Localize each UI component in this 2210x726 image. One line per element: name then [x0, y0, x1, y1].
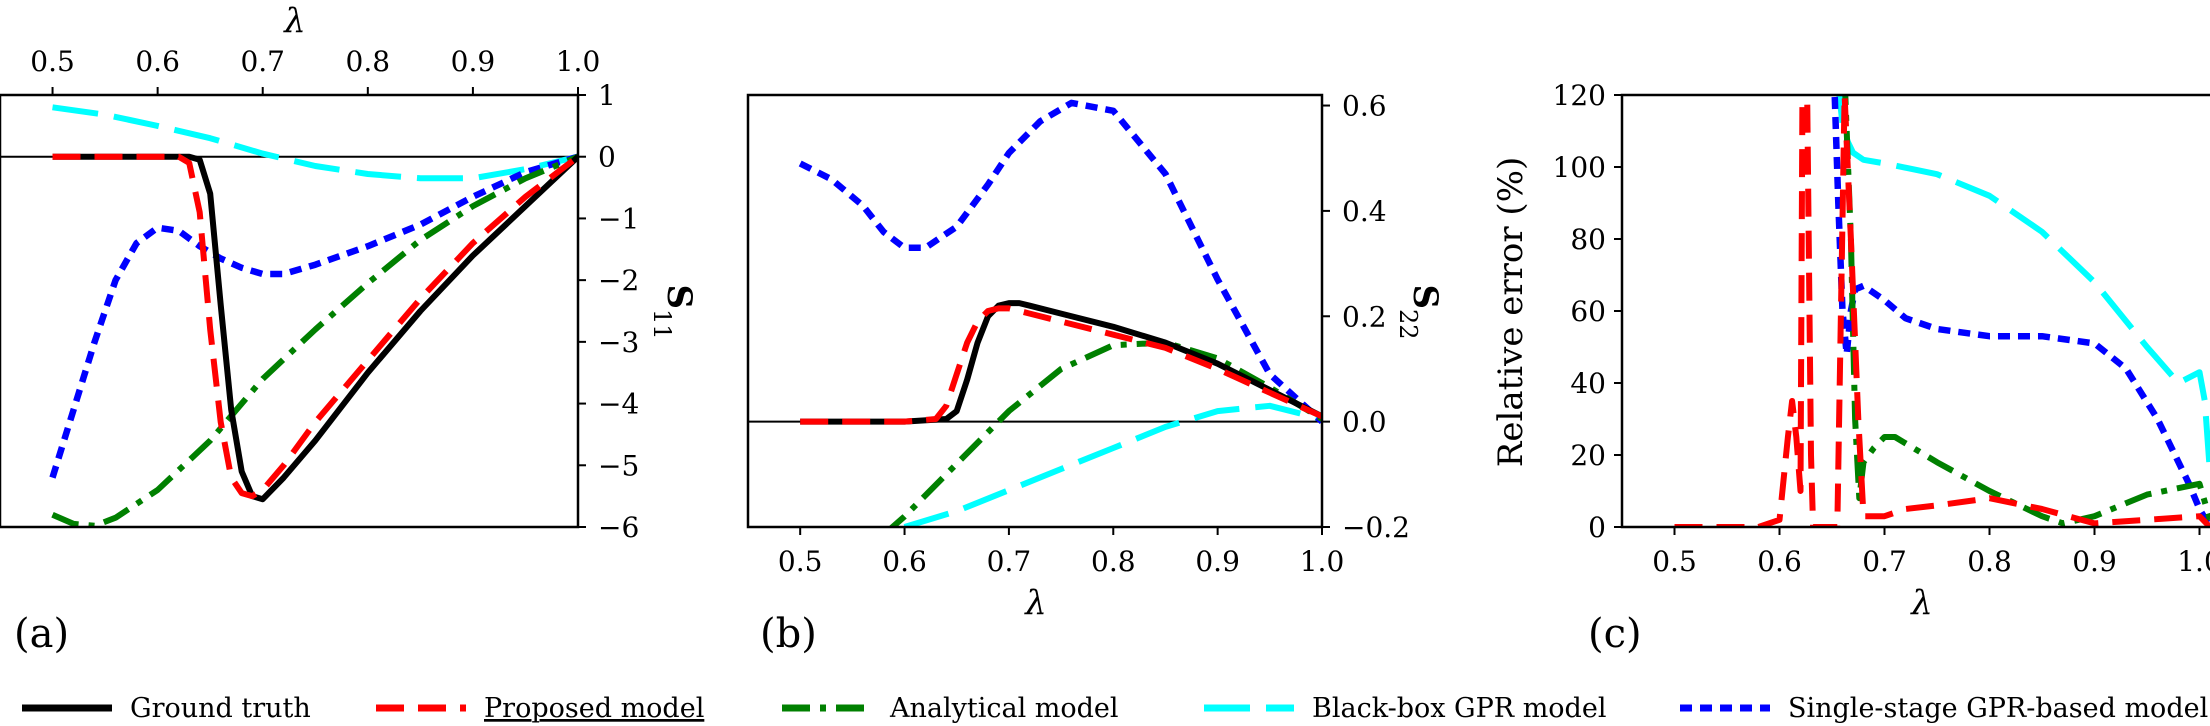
- x-axis-label-b: λ: [1023, 583, 1047, 623]
- y-tick-label: −0.2: [1342, 511, 1410, 544]
- y-axis-label-a: S11: [648, 284, 699, 339]
- x-ticks-c: 0.5 0.6 0.7 0.8 0.9 1.0: [1652, 527, 2210, 578]
- x-tick-label: 0.6: [135, 45, 180, 78]
- y-ticks-a: 1 0 −1 −2 −3 −4 −5 −6: [578, 79, 639, 544]
- series-singlestage-b: [798, 99, 1322, 425]
- series-blackbox-b: [903, 402, 1322, 527]
- y-axis-label-b: S22: [1394, 284, 1445, 339]
- y-tick-label: 20: [1570, 439, 1606, 472]
- y-ticks-c: 120 100 80 60 40 20 0: [1553, 79, 1622, 544]
- y-tick-label: 120: [1553, 79, 1606, 112]
- x-ticks-b: 0.5 0.6 0.7 0.8 0.9 1.0: [778, 527, 1344, 578]
- x-tick-label: 1.0: [2177, 545, 2210, 578]
- series-proposed-c: [1674, 95, 2210, 527]
- x-tick-label: 0.6: [882, 545, 927, 578]
- x-tick-label: 0.9: [2072, 545, 2117, 578]
- panel-label-b: (b): [760, 611, 817, 657]
- y-tick-label: −5: [598, 449, 639, 482]
- plot-area-a: [0, 104, 578, 527]
- series-singlestage-a: [49, 153, 578, 479]
- y-tick-label: 1: [598, 79, 616, 112]
- y-tick-label: −2: [598, 264, 639, 297]
- panel-b: 0.5 0.6 0.7 0.8 0.9 1.0 0.6 0.4 0.2 0.0 −0.2 λ S2…: [746, 90, 1445, 657]
- legend-label-proposed: Proposed model: [484, 693, 704, 724]
- x-ticks-a: 0.5 0.6 0.7 0.8 0.9 1.0: [30, 45, 600, 95]
- x-tick-label: 1.0: [556, 45, 601, 78]
- x-tick-label: 0.5: [778, 545, 823, 578]
- series-analytical-b: [888, 339, 1322, 527]
- x-tick-label: 0.5: [1652, 545, 1697, 578]
- y-tick-label: −3: [598, 326, 639, 359]
- x-tick-label: 0.7: [240, 45, 285, 78]
- axes-frame-a: [0, 93, 580, 529]
- y-tick-label: −6: [598, 511, 639, 544]
- y-tick-label: 0.2: [1342, 300, 1387, 333]
- x-tick-label: 0.6: [1757, 545, 1802, 578]
- panel-label-c: (c): [1588, 611, 1642, 657]
- x-tick-label: 0.8: [1967, 545, 2012, 578]
- x-tick-label: 1.0: [1300, 545, 1345, 578]
- y-tick-label: 0.0: [1342, 406, 1387, 439]
- legend-label-blackbox: Black-box GPR model: [1312, 693, 1606, 724]
- series-ground-truth-b: [800, 300, 1322, 425]
- plot-area-c: [1674, 95, 2210, 527]
- x-axis-label-c: λ: [1909, 583, 1933, 623]
- x-axis-label-a: λ: [282, 1, 306, 41]
- y-tick-label: 40: [1570, 367, 1606, 400]
- y-tick-label: 0.6: [1342, 90, 1387, 123]
- x-tick-label: 0.8: [1091, 545, 1136, 578]
- y-tick-label: −4: [598, 388, 639, 421]
- x-tick-label: 0.7: [987, 545, 1032, 578]
- y-tick-label: −1: [598, 202, 639, 235]
- legend-label-singlestage: Single-stage GPR-based model: [1788, 693, 2208, 724]
- series-analytical-a: [51, 153, 578, 527]
- series-analytical-c: [1842, 95, 2210, 527]
- y-tick-label: 80: [1570, 223, 1606, 256]
- x-tick-label: 0.5: [30, 45, 75, 78]
- x-tick-label: 0.9: [1195, 545, 1240, 578]
- legend: Ground truth Proposed model Analytical mod…: [22, 693, 2208, 724]
- legend-label-ground-truth: Ground truth: [130, 693, 311, 724]
- series-blackbox-a: [52, 104, 578, 182]
- series-proposed-b: [800, 305, 1322, 425]
- axes-frame-b: [746, 93, 1324, 529]
- y-tick-label: 0.4: [1342, 195, 1387, 228]
- x-tick-label: 0.8: [346, 45, 391, 78]
- x-tick-label: 0.7: [1862, 545, 1907, 578]
- plot-area-b: [748, 99, 1322, 527]
- y-tick-label: 100: [1553, 151, 1606, 184]
- y-tick-label: 0: [598, 141, 616, 174]
- series-singlestage-c: [1831, 95, 2210, 527]
- panel-a: 0.5 0.6 0.7 0.8 0.9 1.0 10−1−2−3−4−5−6 λ S11 …: [0, 1, 699, 657]
- x-tick-label: 0.9: [451, 45, 496, 78]
- series-proposed-a: [52, 153, 578, 500]
- panel-label-a: (a): [14, 611, 69, 657]
- legend-label-analytical: Analytical model: [889, 693, 1119, 724]
- y-ticks-b: 0.6 0.4 0.2 0.0 −0.2: [1322, 90, 1410, 544]
- y-tick-label: 60: [1570, 295, 1606, 328]
- y-tick-label: 0: [1588, 511, 1606, 544]
- axes-frame-c: [1620, 93, 2210, 529]
- panel-c: 0.5 0.6 0.7 0.8 0.9 1.0 120 100 80 60 40 20 0 λ Rel…: [1491, 79, 2210, 657]
- y-axis-label-c: Relative error (%): [1491, 157, 1531, 468]
